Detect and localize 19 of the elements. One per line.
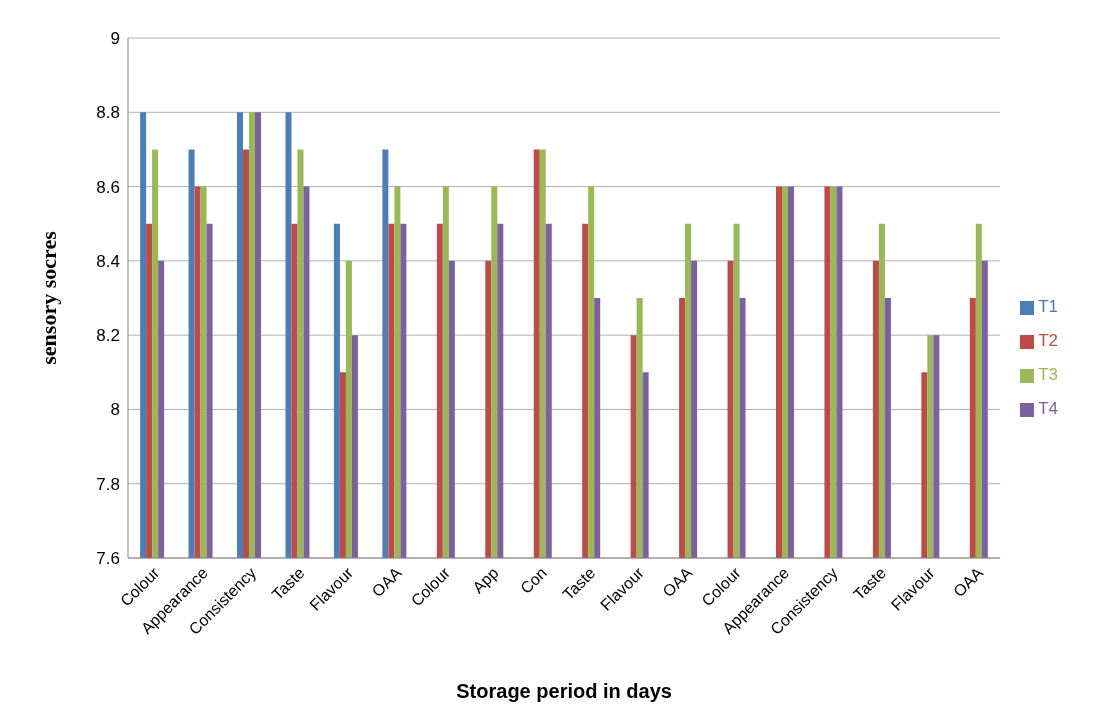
y-tick-label: 8.8 [96, 103, 120, 123]
x-tick-label: OAA [368, 563, 405, 601]
y-tick-label: 8.2 [96, 326, 120, 346]
y-axis-title: sensory socres [35, 230, 61, 365]
x-axis-title: Storage period in days [456, 680, 672, 702]
y-tick-label: 7.6 [96, 549, 120, 569]
x-tick-label: OAA [950, 563, 987, 601]
y-tick-label: 8.4 [96, 251, 120, 271]
legend-label: T1 [1038, 297, 1058, 316]
x-tick-label: OAA [659, 563, 696, 601]
legend-label: T4 [1038, 399, 1058, 418]
y-tick-label: 8.6 [96, 177, 120, 197]
legend-label: T3 [1038, 365, 1058, 384]
x-tick-label: Con [517, 564, 551, 597]
y-tick-label: 7.8 [96, 474, 120, 494]
legend-label: T2 [1038, 331, 1058, 350]
x-tick-label: App [469, 564, 502, 597]
y-tick-label: 8 [110, 400, 120, 420]
y-tick-label: 9 [110, 29, 120, 49]
